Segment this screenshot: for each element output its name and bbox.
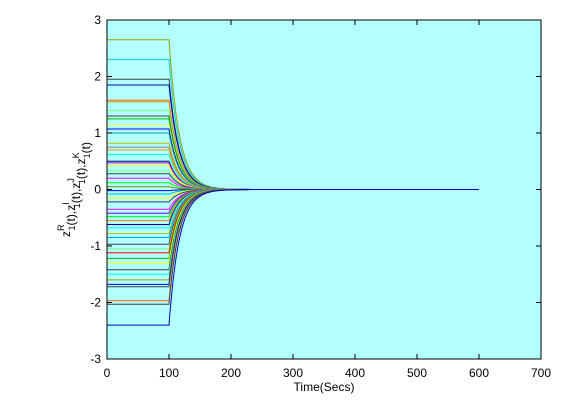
- y-tick-label: -3: [90, 352, 101, 366]
- x-tick-label: 0: [104, 366, 111, 380]
- y-axis: -3 -2 -1 0 1 2 3: [90, 13, 541, 366]
- x-tick-label: 200: [221, 366, 241, 380]
- x-tick-label: 700: [531, 366, 551, 380]
- y-tick-label: 3: [94, 13, 101, 27]
- x-tick-label: 100: [159, 366, 179, 380]
- series-group: [107, 39, 479, 326]
- x-axis-label: Time(Secs): [294, 380, 355, 394]
- x-tick-label: 600: [469, 366, 489, 380]
- y-tick-label: -2: [90, 296, 101, 310]
- x-tick-label: 500: [407, 366, 427, 380]
- y-tick-label: 2: [94, 70, 101, 84]
- x-tick-label: 400: [345, 366, 365, 380]
- x-axis: 0 100 200 300 400 500 600 700: [104, 20, 551, 380]
- y-tick-label: -1: [90, 239, 101, 253]
- x-tick-label: 300: [283, 366, 303, 380]
- series-line-49: [107, 189, 479, 326]
- y-tick-label: 1: [94, 126, 101, 140]
- y-axis-label: zR1(t),zI1(t),zJ1(t),zK1(t): [56, 142, 93, 237]
- y-tick-label: 0: [94, 183, 101, 197]
